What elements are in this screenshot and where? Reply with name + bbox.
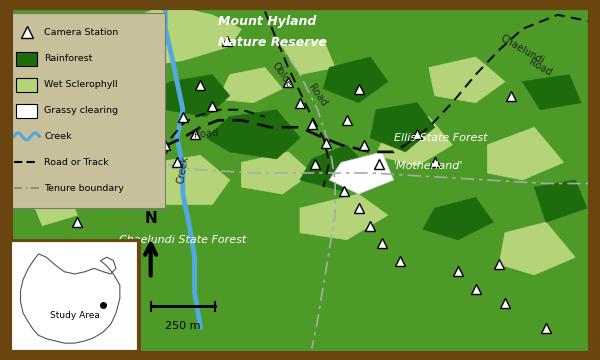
Text: Wet Sclerophyll: Wet Sclerophyll — [44, 80, 118, 89]
Text: 250 m: 250 m — [165, 320, 200, 330]
Polygon shape — [101, 103, 166, 138]
FancyBboxPatch shape — [16, 52, 37, 66]
Polygon shape — [534, 180, 587, 222]
FancyBboxPatch shape — [16, 104, 37, 118]
Text: Grassy clearing: Grassy clearing — [44, 106, 118, 115]
Text: N: N — [144, 211, 157, 226]
Polygon shape — [218, 68, 283, 103]
Polygon shape — [107, 4, 241, 68]
Text: Rainforest: Rainforest — [44, 54, 92, 63]
Text: Road: Road — [194, 128, 219, 140]
Text: Obloe: Obloe — [117, 88, 132, 118]
FancyBboxPatch shape — [16, 78, 37, 92]
Polygon shape — [423, 198, 493, 240]
Polygon shape — [499, 222, 575, 275]
Polygon shape — [54, 134, 113, 173]
Polygon shape — [54, 64, 107, 99]
Text: Nature Reserve: Nature Reserve — [218, 36, 327, 49]
Polygon shape — [43, 110, 89, 145]
Text: Road: Road — [307, 83, 329, 109]
Text: Chaelundi: Chaelundi — [499, 33, 546, 67]
Polygon shape — [370, 103, 434, 152]
Polygon shape — [329, 152, 394, 194]
Polygon shape — [283, 40, 335, 75]
Text: Ellis State Forest: Ellis State Forest — [394, 133, 487, 143]
Polygon shape — [241, 152, 312, 194]
Text: Camera Station: Camera Station — [44, 28, 118, 37]
Text: Mount Hyland: Mount Hyland — [218, 15, 316, 28]
Polygon shape — [206, 110, 300, 159]
Polygon shape — [300, 145, 370, 190]
Polygon shape — [523, 75, 581, 110]
Text: Road or Track: Road or Track — [44, 158, 109, 167]
Text: Chaelundi State Forest: Chaelundi State Forest — [119, 235, 247, 245]
Polygon shape — [83, 82, 148, 124]
Polygon shape — [31, 240, 77, 278]
Polygon shape — [31, 187, 77, 226]
Text: Creek: Creek — [44, 132, 72, 141]
Polygon shape — [429, 57, 505, 103]
Text: Creek: Creek — [176, 155, 190, 184]
Text: Tenure boundary: Tenure boundary — [44, 184, 124, 193]
FancyBboxPatch shape — [10, 13, 166, 208]
Polygon shape — [20, 254, 120, 343]
Polygon shape — [487, 127, 563, 180]
Polygon shape — [148, 75, 230, 117]
Polygon shape — [323, 57, 388, 103]
Polygon shape — [124, 156, 230, 204]
Text: Study Area: Study Area — [50, 311, 100, 320]
Text: 'Motherland': 'Motherland' — [394, 161, 464, 171]
Polygon shape — [376, 117, 452, 166]
Polygon shape — [89, 156, 160, 194]
Text: Road: Road — [527, 57, 553, 78]
Polygon shape — [300, 194, 388, 240]
Text: Obloe: Obloe — [270, 60, 295, 89]
